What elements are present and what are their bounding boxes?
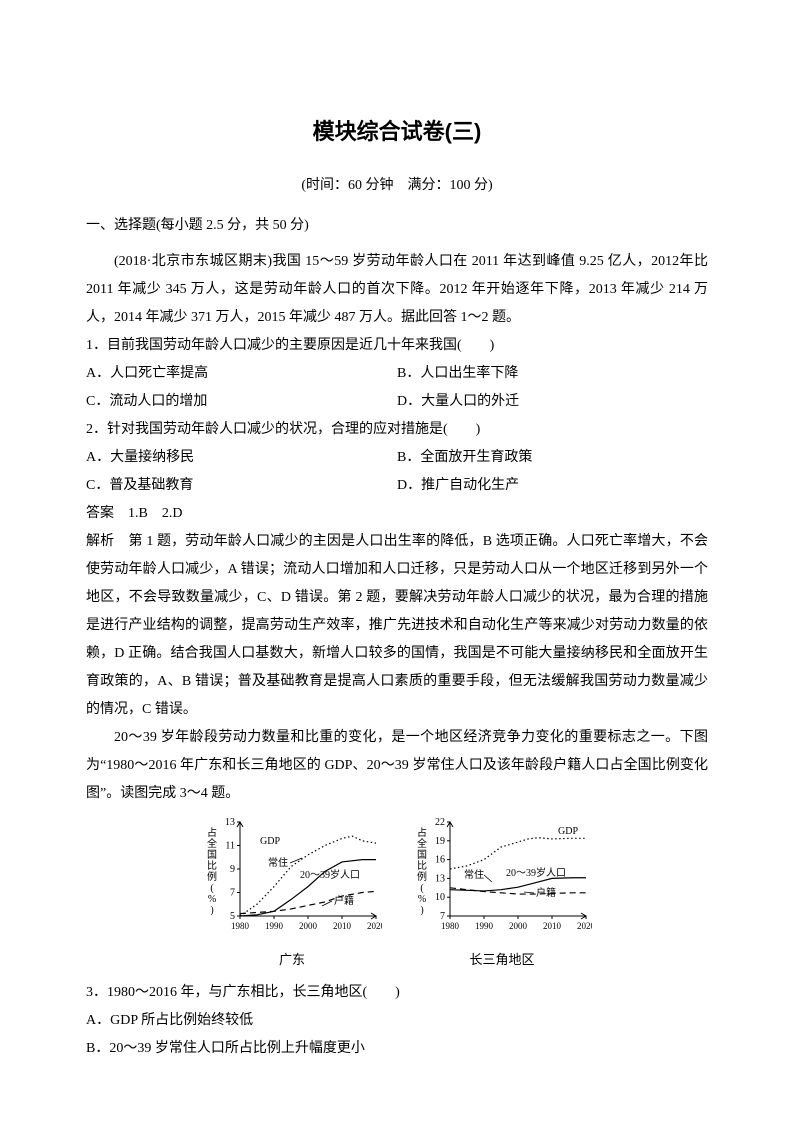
chart-guangdong-caption: 广东 [202, 947, 382, 973]
svg-text:%: % [418, 894, 426, 905]
svg-text:国: 国 [417, 849, 427, 861]
q1-option-a: A．人口死亡率提高 [86, 360, 397, 388]
page-title: 模块综合试卷(三) [86, 110, 708, 154]
question-2-options: A．大量接纳移民 B．全面放开生育政策 C．普及基础教育 D．推广自动化生产 [86, 444, 708, 500]
svg-text:全: 全 [417, 837, 427, 850]
svg-text:1990: 1990 [265, 921, 284, 931]
answer-1-2: 答案 1.B 2.D [86, 500, 708, 528]
question-1-options: A．人口死亡率提高 B．人口出生率下降 C．流动人口的增加 D．大量人口的外迁 [86, 360, 708, 416]
q2-option-a: A．大量接纳移民 [86, 444, 397, 472]
svg-text:占: 占 [207, 826, 217, 839]
svg-text:2000: 2000 [299, 921, 318, 931]
svg-text:1980: 1980 [231, 921, 250, 931]
q1-option-b: B．人口出生率下降 [397, 360, 708, 388]
svg-text:1980: 1980 [441, 921, 460, 931]
chart-csj-svg: 7101316192219801990200020102020占全国比例(%)G… [412, 816, 592, 934]
charts-row: 579111319801990200020102020占全国比例(%)GDP常住… [86, 816, 708, 973]
svg-text:2010: 2010 [333, 921, 352, 931]
q1-option-d: D．大量人口的外迁 [397, 388, 708, 416]
chart-csj: 7101316192219801990200020102020占全国比例(%)G… [412, 816, 592, 973]
q2-option-b: B．全面放开生育政策 [397, 444, 708, 472]
svg-text:1990: 1990 [475, 921, 494, 931]
section-1-heading: 一、选择题(每小题 2.5 分，共 50 分) [86, 212, 708, 240]
intro-paragraph-1: (2018·北京市东城区期末)我国 15～59 岁劳动年龄人口在 2011 年达… [86, 248, 708, 332]
q2-option-c: C．普及基础教育 [86, 472, 397, 500]
svg-text:比: 比 [207, 860, 217, 872]
question-3: 3．1980～2016 年，与广东相比，长三角地区( ) [86, 979, 708, 1007]
q3-option-a: A．GDP 所占比例始终较低 [86, 1007, 708, 1035]
svg-text:): ) [210, 905, 213, 916]
question-2: 2．针对我国劳动年龄人口减少的状况，合理的应对措施是( ) [86, 416, 708, 444]
svg-text:): ) [420, 905, 423, 916]
svg-text:2020: 2020 [367, 921, 382, 931]
svg-text:比: 比 [417, 860, 427, 872]
svg-text:10: 10 [435, 892, 445, 903]
svg-text:16: 16 [435, 855, 445, 866]
svg-text:占: 占 [417, 826, 427, 839]
svg-text:常住: 常住 [464, 868, 484, 881]
svg-text:(: ( [210, 883, 214, 894]
svg-text:13: 13 [435, 873, 445, 884]
svg-text:GDP: GDP [558, 826, 578, 837]
svg-text:例: 例 [207, 870, 217, 883]
svg-text:2010: 2010 [543, 921, 562, 931]
chart-guangdong: 579111319801990200020102020占全国比例(%)GDP常住… [202, 816, 382, 973]
svg-text:2020: 2020 [577, 921, 592, 931]
svg-text:9: 9 [230, 864, 235, 875]
svg-text:(: ( [420, 883, 424, 894]
svg-text:%: % [208, 894, 216, 905]
svg-text:2000: 2000 [509, 921, 528, 931]
svg-text:GDP: GDP [260, 836, 280, 847]
svg-text:20～39岁人口: 20～39岁人口 [506, 866, 566, 879]
svg-text:常住: 常住 [268, 856, 288, 869]
svg-text:国: 国 [207, 849, 217, 861]
svg-text:11: 11 [225, 841, 235, 852]
page-subtitle: (时间：60 分钟 满分：100 分) [86, 172, 708, 200]
q3-option-b: B．20～39 岁常住人口所占比例上升幅度更小 [86, 1035, 708, 1063]
explanation-1-2: 解析 第 1 题，劳动年龄人口减少的主因是人口出生率的降低，B 选项正确。人口死… [86, 528, 708, 724]
svg-text:19: 19 [435, 836, 445, 847]
svg-text:例: 例 [417, 870, 427, 883]
svg-text:7: 7 [230, 888, 235, 899]
intro-paragraph-2: 20～39 岁年龄段劳动力数量和比重的变化，是一个地区经济竞争力变化的重要标志之… [86, 724, 708, 808]
q2-option-d: D．推广自动化生产 [397, 472, 708, 500]
svg-text:13: 13 [225, 817, 235, 828]
question-1: 1．目前我国劳动年龄人口减少的主要原因是近几十年来我国( ) [86, 332, 708, 360]
q1-option-c: C．流动人口的增加 [86, 388, 397, 416]
svg-text:户籍: 户籍 [334, 894, 354, 907]
svg-text:全: 全 [207, 837, 217, 850]
svg-text:户籍: 户籍 [536, 886, 556, 899]
svg-text:20～39岁人口: 20～39岁人口 [300, 868, 360, 881]
svg-text:22: 22 [435, 817, 445, 828]
chart-csj-caption: 长三角地区 [412, 947, 592, 973]
chart-guangdong-svg: 579111319801990200020102020占全国比例(%)GDP常住… [202, 816, 382, 934]
